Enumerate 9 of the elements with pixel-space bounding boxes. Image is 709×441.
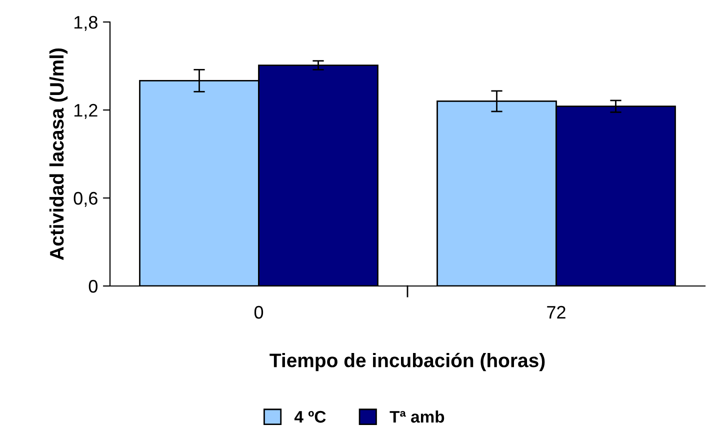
y-axis-title: Actividad lacasa (U/ml) [49,48,68,260]
legend-label: Tª amb [390,410,444,423]
x-axis-title: Tiempo de incubación (horas) [270,352,545,372]
y-tick-label: 0 [88,280,98,293]
x-tick-label: 72 [547,306,566,319]
y-tick-label: 1,2 [74,104,98,119]
y-tick-label: 0,6 [74,192,98,207]
legend-label: 4 ºC [294,410,326,423]
y-tick-label: 1,8 [74,16,98,31]
